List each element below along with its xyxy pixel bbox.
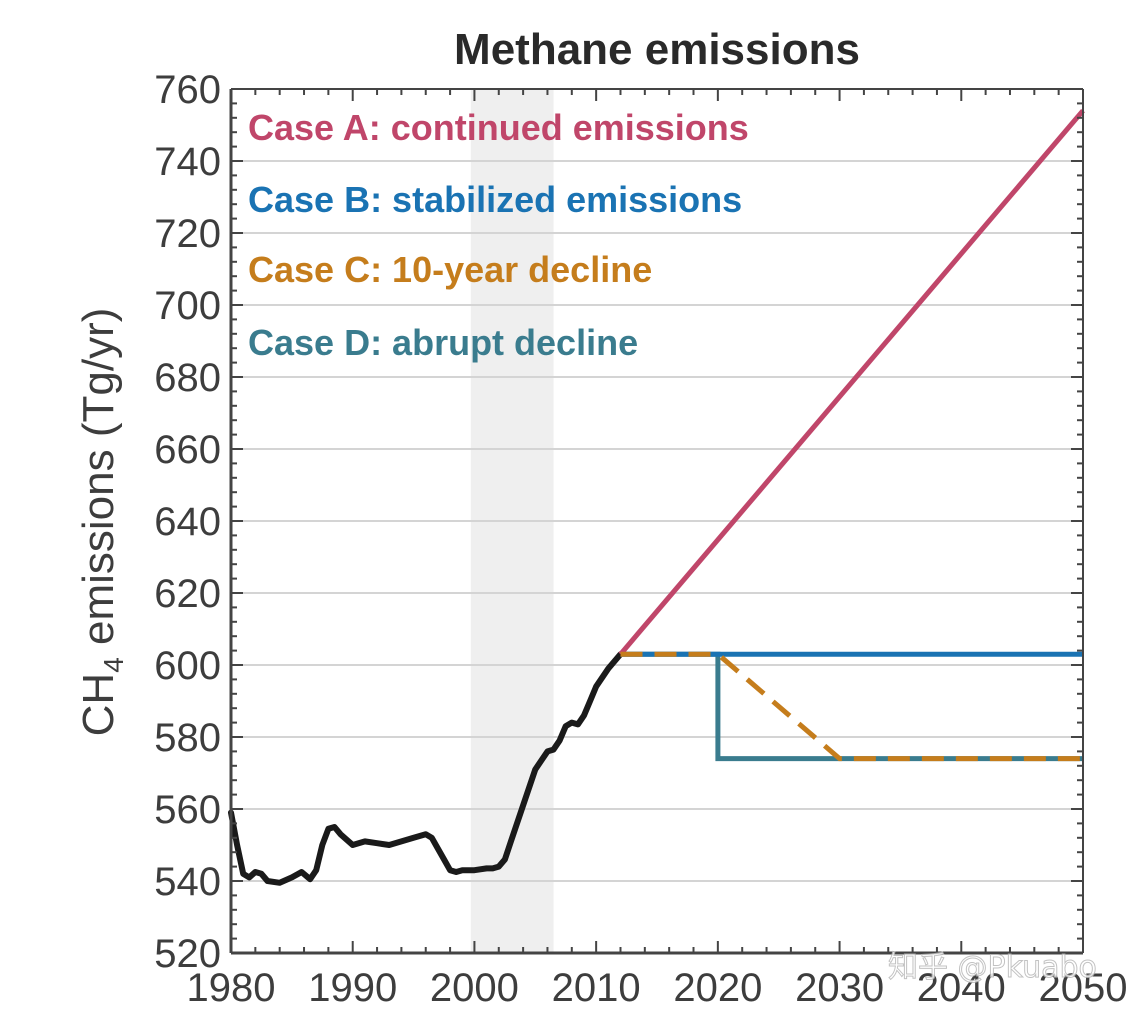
y-axis-label: CH4 emissions (Tg/yr)	[74, 308, 129, 737]
y-tick-label-680: 680	[154, 356, 221, 400]
y-tick-label-640: 640	[154, 500, 221, 544]
series-layer	[228, 108, 1085, 886]
series-case-c	[620, 651, 1083, 762]
x-tick-label-2000: 2000	[430, 966, 519, 1010]
y-tick-label-600: 600	[154, 644, 221, 688]
legend-entry-case-d: Case D: abrupt decline	[248, 322, 638, 363]
tick-label-layer: 520 540 560 580 600 620 640 660 680 700 720 740 760 1…	[154, 68, 1127, 1010]
axes-layer	[229, 88, 1084, 955]
y-tick-label-620: 620	[154, 572, 221, 616]
y-tick-label-540: 540	[154, 860, 221, 904]
series-historical	[228, 651, 624, 886]
y-tick-label-720: 720	[154, 212, 221, 256]
y-tick-label-660: 660	[154, 428, 221, 472]
grid-layer	[231, 160, 1083, 882]
x-tick-label-2050: 2050	[1039, 966, 1128, 1010]
x-tick-label-2020: 2020	[673, 966, 762, 1010]
x-tick-label-1980: 1980	[187, 966, 276, 1010]
y-tick-label-580: 580	[154, 716, 221, 760]
y-tick-label-740: 740	[154, 140, 221, 184]
x-tick-label-2040: 2040	[917, 966, 1006, 1010]
y-axis-label-main: CH	[74, 673, 123, 737]
legend-entry-case-a: Case A: continued emissions	[248, 107, 749, 148]
legend-entry-case-b: Case B: stabilized emissions	[248, 179, 742, 220]
y-tick-label-520: 520	[154, 932, 221, 976]
chart-title: Methane emissions	[454, 25, 860, 74]
y-tick-label-700: 700	[154, 284, 221, 328]
x-tick-label-2010: 2010	[552, 966, 641, 1010]
legend-entry-case-c: Case C: 10-year decline	[248, 249, 652, 290]
legend: Case A: continued emissions Case B: stab…	[248, 107, 749, 363]
series-case-a	[618, 108, 1085, 656]
y-axis-label-subscript: 4	[98, 657, 129, 673]
y-tick-label-760: 760	[154, 68, 221, 112]
y-axis-label-rest: emissions (Tg/yr)	[74, 308, 123, 658]
x-tick-label-1990: 1990	[308, 966, 397, 1010]
x-tick-label-2030: 2030	[795, 966, 884, 1010]
y-tick-label-560: 560	[154, 788, 221, 832]
watermark: 知乎 @Pkuabo	[888, 950, 1097, 985]
